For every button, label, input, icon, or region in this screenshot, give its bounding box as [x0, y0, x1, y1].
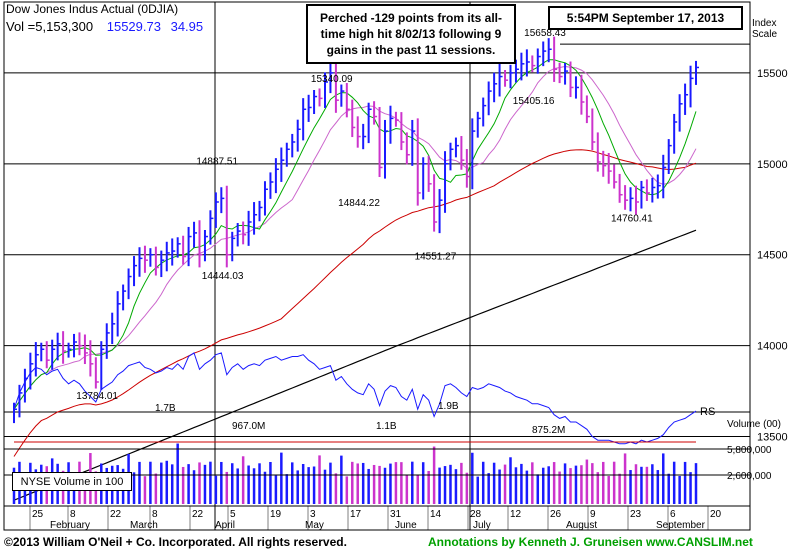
month-label: August	[566, 520, 597, 531]
month-label: September	[656, 520, 706, 531]
price-change: 34.95	[170, 19, 204, 34]
x-tick-label: 5	[230, 509, 236, 520]
price-annotation: 13784.01	[76, 391, 118, 402]
x-tick-label: 28	[470, 509, 482, 520]
chart-frame	[3, 1, 751, 531]
ma-50-line	[13, 59, 697, 410]
rs-label: RS	[700, 406, 715, 418]
x-tick-label: 22	[192, 509, 204, 520]
x-tick-label: 17	[350, 509, 362, 520]
price-annotation: 14551.27	[415, 251, 457, 262]
x-tick-label: 22	[110, 509, 122, 520]
price-tick-label: 15000	[757, 159, 788, 171]
x-tick-label: 8	[70, 509, 76, 520]
price-tick-label: 13500	[757, 432, 788, 444]
nyse-volume-label: NYSE Volume in 100	[12, 472, 132, 491]
price-annotation: 14444.03	[202, 271, 244, 282]
x-tick-label: 23	[630, 509, 642, 520]
price-annotation: 14760.41	[611, 213, 653, 224]
x-tick-label: 9	[590, 509, 596, 520]
month-label: July	[473, 520, 491, 531]
month-label: April	[215, 520, 235, 531]
x-tick-label: 12	[510, 509, 522, 520]
x-tick-label: 19	[270, 509, 282, 520]
price-annotation: 15658.43	[524, 28, 566, 39]
price-tick-label: 15500	[757, 68, 788, 80]
month-label: February	[50, 520, 90, 531]
x-tick-label: 14	[430, 509, 442, 520]
x-tick-label: 20	[710, 509, 722, 520]
x-tick-label: 6	[670, 509, 676, 520]
x-tick-label: 8	[152, 509, 158, 520]
last-price: 15529.73	[106, 19, 161, 34]
timestamp-box: 5:54PM September 17, 2013	[548, 6, 743, 30]
x-tick-label: 3	[310, 509, 316, 520]
volume-peak-label: 875.2M	[532, 425, 565, 436]
price-tick-label: 14000	[757, 341, 788, 353]
month-label: June	[395, 520, 417, 531]
volume-text: Vol =5,153,300	[6, 19, 94, 34]
annotation-credit: Annotations by Kenneth J. Gruneisen www.…	[428, 535, 753, 549]
volume-peak-label: 1.1B	[376, 421, 397, 432]
volume-tick-label: 5,800,000	[727, 445, 772, 456]
x-tick-label: 26	[550, 509, 562, 520]
x-tick-label: 25	[32, 509, 44, 520]
volume-peak-label: 1.7B	[155, 403, 176, 414]
volume-peak-label: 1.9B	[438, 401, 459, 412]
ma-200-line	[13, 229, 697, 501]
price-tick-label: 14500	[757, 250, 788, 262]
price-annotation: 14887.51	[196, 156, 238, 167]
copyright-text: ©2013 William O'Neil + Co. Incorporated.…	[4, 535, 347, 549]
index-label-line1: Index	[752, 18, 777, 29]
price-annotation: 15405.16	[513, 96, 555, 107]
annotation-line-2: time high hit 8/02/13 following 9	[320, 27, 502, 41]
rs-line	[13, 352, 697, 445]
month-label: May	[305, 520, 324, 531]
price-annotation: 14844.22	[338, 198, 380, 209]
price-annotation: 15340.09	[311, 74, 353, 85]
month-label: March	[130, 520, 158, 531]
volume-peak-label: 967.0M	[232, 421, 265, 432]
annotation-line-1: Perched -129 points from its all-	[319, 11, 503, 25]
index-label-line2: Scale	[752, 29, 778, 40]
volume-tick-label: 2,600,000	[727, 471, 772, 482]
ma-10-line	[13, 65, 697, 410]
index-scale-label: Index Scale	[752, 18, 777, 40]
x-tick-label: 31	[390, 509, 402, 520]
annotation-line-3: gains in the past 11 sessions.	[326, 43, 496, 57]
ma-red-line	[13, 149, 697, 457]
chart-title: Dow Jones Indus Actual (0DJIA)	[6, 2, 179, 16]
volume-axis-title: Volume (00)	[727, 419, 781, 430]
annotation-box: Perched -129 points from its all- time h…	[306, 4, 516, 64]
volume-readout: Vol =5,153,300 15529.73 34.95	[6, 19, 203, 34]
